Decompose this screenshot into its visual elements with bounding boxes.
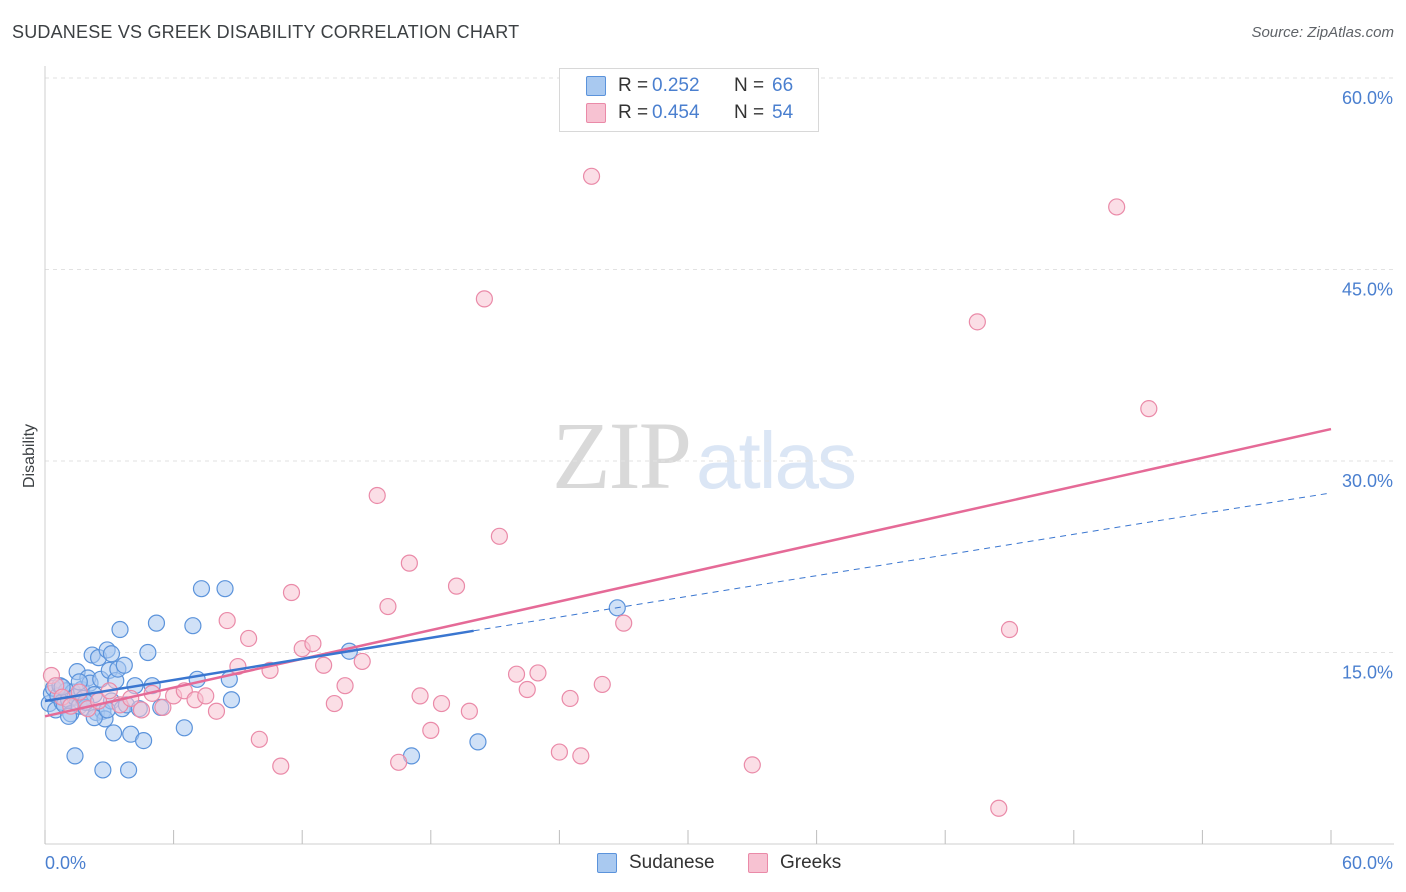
legend-n-label: N = — [734, 75, 765, 96]
greeks-point — [218, 611, 236, 630]
greeks-point — [990, 799, 1008, 817]
chart-title: SUDANESE VS GREEK DISABILITY CORRELATION… — [12, 22, 520, 42]
greeks-point — [550, 743, 569, 761]
sudanese-point — [175, 719, 193, 737]
greeks-point — [240, 629, 258, 648]
greeks-point — [379, 597, 397, 616]
legend-swatch-sudanese — [586, 76, 606, 96]
sudanese-point — [66, 747, 84, 765]
legend-r-label: R = — [618, 75, 649, 96]
sudanese-point — [147, 614, 166, 632]
greeks-point — [1000, 620, 1019, 639]
greeks-point — [582, 167, 601, 185]
bottom-legend-swatch-greeks — [748, 853, 768, 873]
legend-r-value: 0.454 — [652, 102, 700, 123]
y-tick-label: 15.0% — [1342, 663, 1393, 683]
greeks-point — [572, 747, 590, 765]
sudanese-point — [104, 724, 123, 742]
greeks-point — [400, 554, 418, 572]
greeks-point — [422, 721, 440, 739]
bottom-legend-label-sudanese: Sudanese — [629, 852, 715, 873]
greeks-point — [70, 683, 88, 701]
tick-labels: 15.0% 30.0% 45.0% 60.0% 0.0% 60.0% — [45, 88, 1393, 873]
greeks-point — [968, 313, 986, 331]
sudanese-point — [119, 761, 138, 779]
sudanese-point — [469, 733, 487, 751]
greeks-trend-line — [44, 427, 1332, 718]
greeks-point — [1108, 198, 1126, 216]
y-tick-label: 30.0% — [1342, 471, 1393, 491]
greeks-point — [529, 664, 547, 682]
trend-lines — [44, 427, 1332, 718]
bottom-legend-greeks: Greeks — [748, 852, 841, 874]
legend: R = 0.252 N = 66 R = 0.454 N = 54 — [559, 68, 819, 132]
y-tick-label: 45.0% — [1342, 280, 1393, 300]
greeks-point — [432, 694, 451, 713]
sudanese-point — [94, 761, 112, 779]
legend-n-value: 66 — [772, 75, 794, 96]
greeks-point — [132, 701, 151, 719]
sudanese-trend-extension — [473, 492, 1332, 632]
y-tick-label: 60.0% — [1342, 88, 1393, 108]
y-axis-title: Disability — [21, 424, 38, 488]
greeks-point — [447, 577, 466, 595]
x-tick-label: 60.0% — [1342, 853, 1393, 873]
greeks-point — [561, 689, 579, 708]
legend-n-value: 54 — [772, 102, 794, 123]
series-greeks-points — [42, 167, 1158, 817]
greeks-point — [154, 698, 172, 716]
sudanese-point — [188, 670, 206, 688]
legend-r-value: 0.252 — [652, 75, 700, 96]
sudanese-point — [216, 580, 234, 598]
greeks-point — [593, 675, 611, 694]
source-label: Source: ZipAtlas.com — [1251, 24, 1394, 41]
watermark-zip: ZIP — [552, 402, 692, 509]
greeks-point — [325, 694, 343, 713]
greeks-point — [490, 527, 508, 545]
legend-row-greeks: R = 0.454 N = 54 — [586, 100, 793, 126]
legend-row-sudanese: R = 0.252 N = 66 — [586, 73, 793, 99]
sudanese-point — [134, 731, 153, 750]
bottom-legend-label-greeks: Greeks — [780, 852, 842, 873]
greeks-point — [207, 702, 226, 720]
greeks-point — [353, 652, 371, 671]
greeks-point — [272, 757, 290, 775]
greeks-point — [460, 702, 478, 720]
legend-swatch-greeks — [586, 103, 606, 123]
sudanese-point — [184, 617, 202, 635]
legend-r-label: R = — [618, 102, 649, 123]
greeks-point — [1140, 400, 1158, 418]
greeks-point — [507, 665, 526, 683]
sudanese-point — [111, 620, 129, 639]
axes — [44, 66, 1394, 845]
greeks-point — [368, 486, 386, 505]
greeks-point — [304, 634, 322, 653]
greeks-point — [390, 753, 408, 771]
greeks-point — [336, 677, 354, 695]
greeks-point — [743, 756, 761, 774]
sudanese-point — [192, 580, 211, 598]
sudanese-point — [222, 691, 241, 709]
bottom-legend-sudanese: Sudanese — [597, 852, 715, 874]
greeks-point — [615, 614, 633, 632]
legend-n-label: N = — [734, 102, 765, 123]
greeks-point — [197, 687, 215, 705]
sudanese-trend-line — [44, 629, 474, 703]
sudanese-point — [115, 656, 133, 674]
greeks-point — [315, 656, 333, 674]
greeks-point — [475, 290, 493, 308]
greeks-point — [411, 687, 429, 705]
greeks-point — [250, 730, 268, 748]
sudanese-point — [139, 643, 157, 662]
bottom-legend-swatch-sudanese — [597, 853, 617, 873]
greeks-point — [282, 583, 301, 602]
greeks-point — [518, 680, 536, 699]
sudanese-point — [102, 645, 121, 663]
x-tick-label: 0.0% — [45, 853, 86, 873]
